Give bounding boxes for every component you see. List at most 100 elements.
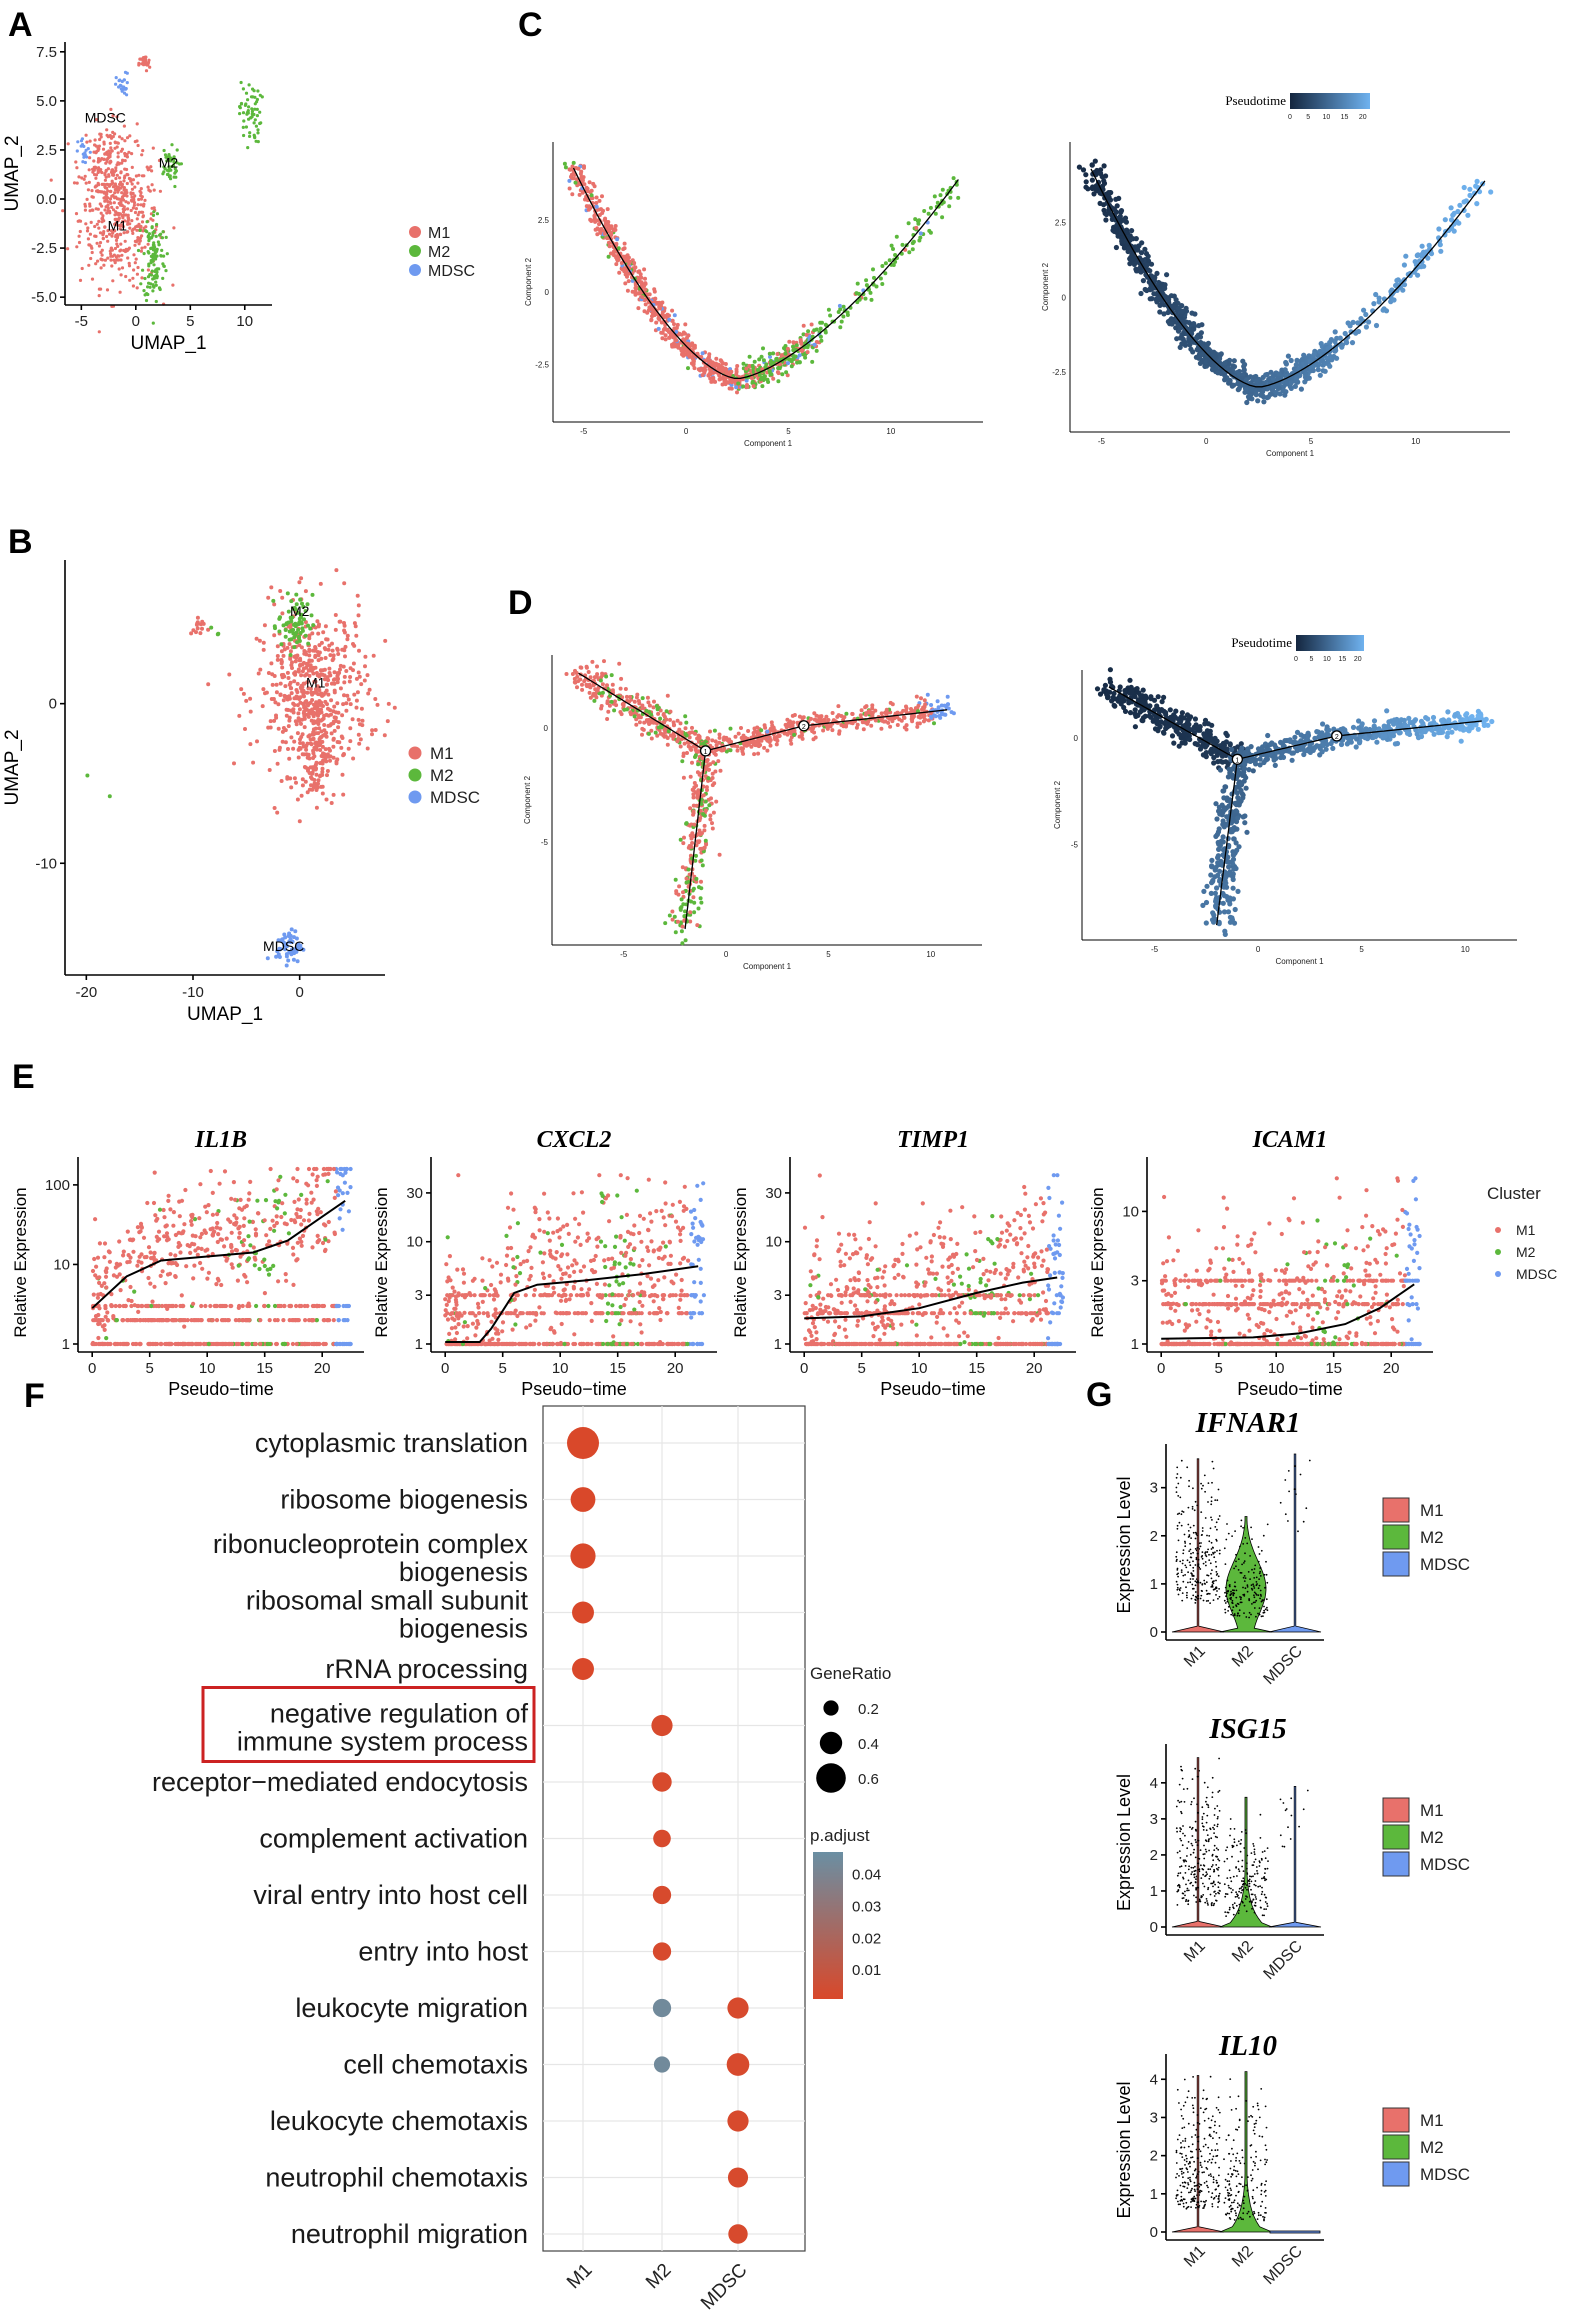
cluster-point — [776, 379, 781, 384]
umap-point-m2 — [289, 599, 294, 604]
cluster-point — [683, 726, 688, 731]
umap-point-m1 — [105, 211, 109, 215]
cluster-point — [613, 699, 617, 704]
umap-point-m1 — [297, 707, 302, 712]
umap-point-m1 — [125, 191, 129, 195]
umap-point-m1 — [105, 128, 109, 132]
umap-point-m1 — [340, 713, 345, 718]
cluster-point — [689, 844, 694, 849]
umap-point-mdsc — [289, 952, 294, 957]
cluster-point — [690, 760, 694, 765]
cluster-point — [697, 736, 702, 741]
x-tick-label: 10 — [926, 950, 935, 959]
umap-point-m1 — [292, 671, 297, 676]
umap-point-m1 — [96, 189, 100, 193]
umap-point-m1 — [139, 187, 143, 191]
cluster-point — [716, 759, 721, 764]
umap-point-m1 — [139, 197, 143, 201]
pseudotime-point — [1169, 733, 1176, 739]
umap-point-m1 — [86, 237, 90, 241]
umap-point-m1 — [348, 739, 353, 744]
cluster-point — [674, 891, 679, 896]
legend-label: MDSC — [428, 263, 475, 280]
cluster-point — [632, 714, 637, 719]
umap-point-m1 — [110, 168, 115, 172]
umap-point-m1 — [382, 733, 387, 738]
umap-point-m1 — [305, 690, 310, 695]
umap-point-m2 — [146, 292, 150, 297]
umap-point-m1 — [291, 746, 296, 751]
pseudotime-point — [1302, 371, 1308, 377]
umap-point-m1 — [318, 773, 323, 778]
cluster-point — [665, 742, 670, 747]
umap-point-m1 — [300, 777, 305, 782]
umap-point-m1 — [289, 735, 294, 740]
umap-point-m1 — [288, 680, 293, 685]
cluster-point — [678, 744, 683, 749]
pseudotime-point — [1347, 323, 1353, 329]
umap-point-m1 — [127, 264, 132, 268]
umap-point-m1 — [260, 704, 265, 709]
umap-point-m1 — [102, 142, 106, 146]
cluster-point — [677, 727, 682, 732]
cluster-point — [642, 267, 647, 272]
umap-point-m1 — [103, 258, 107, 262]
umap-point-m1 — [74, 160, 78, 164]
umap-point-m2 — [302, 617, 306, 622]
cluster-point — [624, 694, 629, 699]
umap-point-m2 — [162, 254, 166, 258]
cluster-point — [787, 357, 792, 362]
cluster-point — [598, 678, 603, 683]
umap-point-mdsc — [286, 958, 291, 963]
cluster-point — [663, 921, 668, 926]
umap-point-m1 — [108, 151, 112, 155]
pseudotime-point — [1465, 212, 1471, 218]
cluster-point — [805, 345, 810, 350]
cluster-point — [628, 710, 633, 715]
umap-point-m1 — [322, 677, 327, 682]
cluster-point — [678, 906, 683, 911]
umap-point-m1 — [356, 732, 361, 737]
umap-point-m2 — [241, 111, 246, 115]
umap-point-m2 — [255, 114, 259, 118]
umap-point-m1 — [120, 220, 124, 224]
umap-point-m2 — [285, 591, 290, 596]
umap-point-m2 — [152, 243, 156, 247]
umap-point-m1 — [78, 229, 82, 234]
cluster-point — [714, 356, 719, 361]
umap-point-m1 — [288, 686, 293, 690]
cluster-point — [647, 710, 652, 715]
umap-point-m1 — [98, 231, 103, 235]
umap-point-m1 — [292, 776, 297, 781]
umap-point-m1 — [322, 728, 327, 733]
pseudotime-point — [1117, 213, 1123, 219]
umap-point-m1 — [313, 741, 318, 746]
umap-point-m1 — [320, 769, 325, 774]
cluster-point — [810, 359, 815, 364]
umap-point-m1 — [119, 171, 123, 175]
umap-point-m1 — [305, 790, 310, 795]
pseudotime-point — [1270, 385, 1276, 391]
umap-point-m1 — [276, 726, 281, 731]
cluster-point — [637, 715, 642, 720]
umap-point-m1 — [118, 227, 122, 231]
umap-point-m1 — [110, 234, 114, 238]
umap-point-mdsc — [125, 81, 129, 85]
umap-point-m1 — [107, 209, 112, 213]
umap-point-m2 — [252, 121, 256, 125]
umap-point-m1 — [351, 642, 355, 646]
cluster-point — [622, 246, 627, 251]
umap-point-m2 — [155, 222, 159, 227]
pseudotime-point — [1147, 296, 1153, 302]
cluster-point — [759, 728, 764, 733]
umap-point-m1 — [321, 751, 325, 756]
cluster-point — [588, 217, 593, 222]
umap-point-m1 — [287, 642, 292, 646]
umap-point-m2 — [164, 235, 168, 239]
umap-point-m1 — [132, 203, 136, 207]
cluster-point — [599, 227, 604, 231]
cluster-point — [708, 813, 713, 818]
pseudotime-point — [1380, 307, 1386, 313]
umap-point-m2 — [243, 103, 247, 107]
cluster-point — [587, 206, 592, 211]
